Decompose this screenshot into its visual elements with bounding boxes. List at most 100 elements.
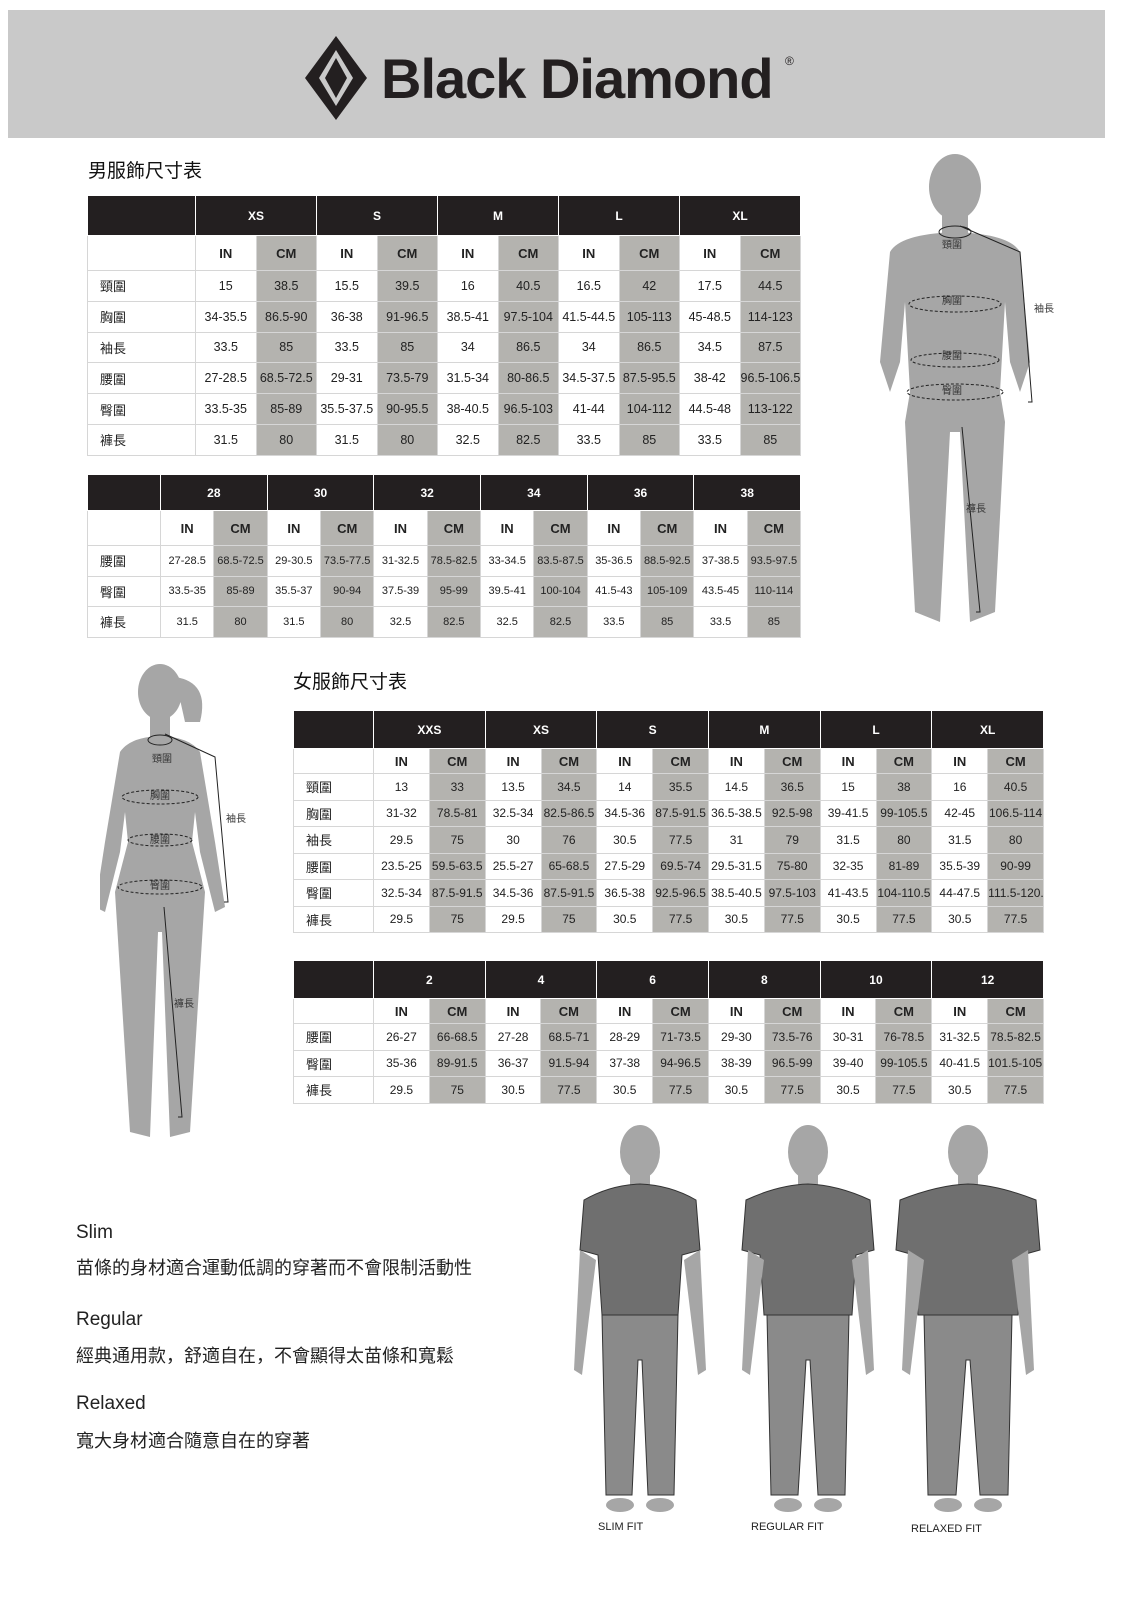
table-row: 頸圍 13 33 13.5 34.5 14 35.5 14.5 36.5 15 38 16 40.5: [293, 773, 1044, 801]
slim-fit-label: SLIM FIT: [598, 1521, 644, 1533]
in-value-cell: 38-40.5: [437, 393, 499, 425]
in-value-cell: 33-34.5: [480, 545, 535, 577]
in-value-cell: 30-31: [819, 1023, 877, 1051]
in-value-cell: 30.5: [931, 905, 989, 933]
cm-value-cell: 73.5-76: [763, 1023, 821, 1051]
cm-value-cell: 85-89: [213, 575, 268, 607]
in-value-cell: 31.5: [159, 606, 215, 638]
table-row: 袖長 33.5 85 33.5 85 34 86.5 34 86.5 34.5 87.5: [87, 331, 802, 364]
cm-value-cell: 77.5: [987, 905, 1044, 933]
in-value-cell: 16: [437, 270, 499, 302]
in-value-cell: 30.5: [596, 1076, 654, 1104]
in-value-cell: 35.5-37: [266, 575, 322, 607]
men-tops-size-table: XS S M L XL IN CM IN CM IN CM IN CM IN CM 頸圍 15 38.5 15.5 3…: [87, 195, 802, 456]
in-value-cell: 29-30.5: [266, 545, 322, 577]
unit-corner-cell: [293, 748, 374, 774]
unit-in-cell: IN: [819, 748, 877, 774]
size-header-cell: 28: [160, 474, 268, 511]
unit-in-cell: IN: [707, 998, 765, 1024]
slim-fit-figure: [574, 1125, 706, 1512]
size-header-cell: 32: [373, 474, 482, 511]
unit-cm-cell: CM: [746, 510, 802, 546]
table-row: 頸圍 15 38.5 15.5 39.5 16 40.5 16.5 42 17.5 44.5: [87, 270, 802, 302]
cm-value-cell: 78.5-81: [428, 799, 486, 827]
men-measurement-figure: 頸圍 胸圍 腰圍 臀圍 袖長 褲長: [880, 154, 1054, 622]
unit-cm-cell: CM: [376, 235, 439, 271]
in-value-cell: 14: [596, 773, 654, 801]
cm-value-cell: 75: [540, 905, 598, 933]
in-value-cell: 42-45: [931, 799, 989, 827]
cm-value-cell: 80: [319, 606, 375, 638]
cm-value-cell: 87.5-91.5: [428, 879, 486, 907]
in-value-cell: 41.5-44.5: [558, 300, 620, 333]
unit-cm-cell: CM: [763, 748, 821, 774]
unit-corner-cell: [87, 510, 161, 546]
cm-value-cell: 111.5-120.5: [987, 879, 1044, 907]
in-value-cell: 30.5: [484, 1076, 542, 1104]
cm-value-cell: 93.5-97.5: [746, 545, 802, 577]
cm-value-cell: 77.5: [763, 905, 821, 933]
cm-value-cell: 96.5-103: [497, 393, 560, 425]
cm-value-cell: 92.5-96.5: [652, 879, 710, 907]
cm-value-cell: 77.5: [652, 905, 710, 933]
cm-value-cell: 35.5: [652, 773, 710, 801]
cm-value-cell: 40.5: [987, 773, 1044, 801]
in-value-cell: 29.5: [373, 905, 430, 933]
in-value-cell: 30.5: [596, 826, 654, 854]
size-header-cell: XS: [484, 710, 598, 749]
table-row: 腰圍 27-28.5 68.5-72.5 29-31 73.5-79 31.5-34 80-…: [87, 362, 802, 395]
row-label-cell: 褲長: [293, 905, 374, 933]
cm-value-cell: 90-99: [987, 852, 1044, 880]
table-row: 腰圍 23.5-25 59.5-63.5 25.5-27 65-68.5 27.5-29 6…: [293, 852, 1044, 880]
cm-value-cell: 86.5: [618, 331, 681, 364]
in-value-cell: 31.5: [266, 606, 322, 638]
cm-value-cell: 85: [376, 331, 439, 364]
in-value-cell: 40-41.5: [931, 1049, 989, 1077]
in-value-cell: 39-41.5: [819, 799, 877, 827]
cm-value-cell: 97.5-103: [763, 879, 821, 907]
table-row: 胸圍 31-32 78.5-81 32.5-34 82.5-86.5 34.5-36 87.…: [293, 799, 1044, 827]
unit-cm-cell: CM: [652, 748, 710, 774]
cm-value-cell: 82.5: [426, 606, 482, 638]
in-value-cell: 23.5-25: [373, 852, 430, 880]
cm-value-cell: 90-95.5: [376, 393, 439, 425]
in-value-cell: 31.5: [195, 423, 257, 456]
in-value-cell: 41.5-43: [586, 575, 642, 607]
cm-value-cell: 69.5-74: [652, 852, 710, 880]
in-value-cell: 39.5-41: [480, 575, 535, 607]
row-label-cell: 臀圍: [87, 393, 196, 425]
cm-value-cell: 110-114: [746, 575, 802, 607]
in-value-cell: 33.5: [693, 606, 748, 638]
cm-value-cell: 34.5: [540, 773, 598, 801]
size-header-cell: XXS: [373, 710, 486, 749]
cm-value-cell: 80: [875, 826, 933, 854]
table-row: 臀圍 35-36 89-91.5 36-37 91.5-94 37-38 94-96.5 38…: [293, 1049, 1044, 1077]
table-row: 袖長 29.5 75 30 76 30.5 77.5 31 79 31.5 80 31.5 80: [293, 826, 1044, 854]
unit-cm-cell: CM: [540, 998, 598, 1024]
cm-value-cell: 75: [428, 905, 486, 933]
fit-regular-desc: 經典通用款，舒適自在，不會顯得太苗條和寬鬆: [76, 1346, 454, 1367]
table-row: 褲長 29.5 75 29.5 75 30.5 77.5 30.5 77.5 30.5 77.5 30…: [293, 905, 1044, 933]
cm-value-cell: 75: [428, 826, 486, 854]
in-value-cell: 38.5-41: [437, 300, 499, 333]
in-value-cell: 32.5: [373, 606, 428, 638]
in-value-cell: 36-37: [484, 1049, 542, 1077]
in-value-cell: 32.5: [480, 606, 535, 638]
men-neck-label: 頸圍: [942, 239, 962, 251]
unit-cm-cell: CM: [652, 998, 709, 1024]
cm-value-cell: 36.5: [763, 773, 821, 801]
in-value-cell: 32-35: [819, 852, 877, 880]
size-header-cell: M: [708, 710, 821, 749]
in-value-cell: 34.5-36: [596, 799, 654, 827]
size-header-cell: 4: [484, 960, 598, 999]
fit-relaxed-desc: 寬大身材適合隨意自在的穿著: [76, 1431, 310, 1452]
brand-header-band: [8, 10, 1105, 138]
women-measurement-figure: 頸圍 胸圍 腰圍 臀圍 袖長 褲長: [100, 664, 246, 1137]
cm-value-cell: 40.5: [497, 270, 560, 302]
cm-value-cell: 77.5: [652, 826, 710, 854]
in-value-cell: 35.5-37.5: [316, 393, 378, 425]
in-value-cell: 34-35.5: [195, 300, 257, 333]
size-header-row: 2 4 6 8 10 12: [293, 960, 1044, 999]
in-value-cell: 38-42: [679, 362, 741, 395]
